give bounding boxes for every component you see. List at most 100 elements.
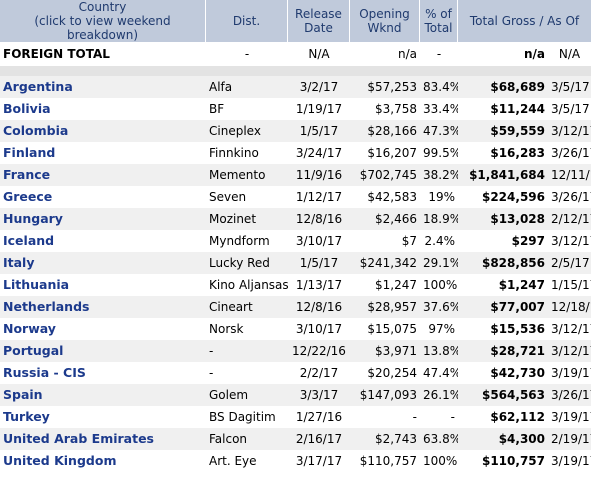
country-link[interactable]: Bolivia xyxy=(0,98,206,120)
table-row: Finland Finnkino 3/24/17 $16,207 99.5% $16,28… xyxy=(0,142,591,164)
country-link[interactable]: Netherlands xyxy=(0,296,206,318)
country-link[interactable]: Argentina xyxy=(0,76,206,98)
total-gross-cell: $297 xyxy=(458,230,548,252)
table-row: Lithuania Kino Aljansas 1/13/17 $1,247 100% $… xyxy=(0,274,591,296)
dist-cell: Cineplex xyxy=(206,120,288,142)
foreign-total-pct: - xyxy=(420,42,458,66)
country-link[interactable]: Portugal xyxy=(0,340,206,362)
opening-weekend-cell: $110,757 xyxy=(350,450,420,472)
as-of-date-cell: 3/26/17 xyxy=(548,186,591,208)
as-of-date-cell: 3/26/17 xyxy=(548,384,591,406)
opening-weekend-cell: $15,075 xyxy=(350,318,420,340)
percent-of-total-cell: 83.4% xyxy=(420,76,458,98)
opening-weekend-cell: $2,466 xyxy=(350,208,420,230)
dist-cell: Seven xyxy=(206,186,288,208)
opening-weekend-cell: $241,342 xyxy=(350,252,420,274)
table-row: Netherlands Cineart 12/8/16 $28,957 37.6% $77… xyxy=(0,296,591,318)
foreign-total-release: N/A xyxy=(288,42,350,66)
dist-cell: Cineart xyxy=(206,296,288,318)
as-of-date-cell: 3/12/17 xyxy=(548,230,591,252)
table-row: United Arab Emirates Falcon 2/16/17 $2,743 6… xyxy=(0,428,591,450)
country-link[interactable]: United Kingdom xyxy=(0,450,206,472)
country-link[interactable]: Greece xyxy=(0,186,206,208)
opening-weekend-cell: $3,971 xyxy=(350,340,420,362)
opening-weekend-cell: - xyxy=(350,406,420,428)
release-date-cell: 12/8/16 xyxy=(288,208,350,230)
as-of-date-cell: 12/11/16 xyxy=(548,164,591,186)
as-of-date-cell: 3/19/17 xyxy=(548,362,591,384)
dist-cell: Mozinet xyxy=(206,208,288,230)
as-of-date-cell: 3/19/17 xyxy=(548,406,591,428)
release-date-cell: 12/8/16 xyxy=(288,296,350,318)
total-gross-column-header[interactable]: Total Gross / As Of xyxy=(458,0,591,42)
total-gross-cell: $828,856 xyxy=(458,252,548,274)
release-date-cell: 3/17/17 xyxy=(288,450,350,472)
total-gross-cell: $68,689 xyxy=(458,76,548,98)
percent-of-total-cell: 33.4% xyxy=(420,98,458,120)
opening-weekend-column-header[interactable]: Opening Wknd xyxy=(350,0,420,42)
dist-cell: BS Dagitim xyxy=(206,406,288,428)
release-date-cell: 2/2/17 xyxy=(288,362,350,384)
as-of-date-cell: 3/12/17 xyxy=(548,318,591,340)
table-row: France Memento 11/9/16 $702,745 38.2% $1,841,… xyxy=(0,164,591,186)
total-gross-cell: $42,730 xyxy=(458,362,548,384)
total-gross-cell: $16,283 xyxy=(458,142,548,164)
dist-cell: Finnkino xyxy=(206,142,288,164)
as-of-date-cell: 1/15/17 xyxy=(548,274,591,296)
separator xyxy=(0,66,591,76)
release-date-column-header[interactable]: Release Date xyxy=(288,0,350,42)
dist-cell: Norsk xyxy=(206,318,288,340)
opening-weekend-cell: $20,254 xyxy=(350,362,420,384)
release-date-cell: 1/5/17 xyxy=(288,120,350,142)
country-link[interactable]: Iceland xyxy=(0,230,206,252)
release-date-cell: 1/12/17 xyxy=(288,186,350,208)
country-link[interactable]: Hungary xyxy=(0,208,206,230)
foreign-total-opening: n/a xyxy=(350,42,420,66)
opening-weekend-cell: $28,166 xyxy=(350,120,420,142)
country-link[interactable]: Russia - CIS xyxy=(0,362,206,384)
country-column-header[interactable]: Country (click to view weekend breakdown… xyxy=(0,0,206,42)
percent-of-total-cell: 18.9% xyxy=(420,208,458,230)
total-gross-cell: $1,247 xyxy=(458,274,548,296)
country-link[interactable]: Norway xyxy=(0,318,206,340)
foreign-total-dist: - xyxy=(206,42,288,66)
release-date-cell: 1/5/17 xyxy=(288,252,350,274)
percent-of-total-cell: 37.6% xyxy=(420,296,458,318)
percent-of-total-column-header[interactable]: % of Total xyxy=(420,0,458,42)
as-of-date-cell: 3/5/17 xyxy=(548,98,591,120)
total-gross-cell: $28,721 xyxy=(458,340,548,362)
total-gross-cell: $11,244 xyxy=(458,98,548,120)
header-row: Country (click to view weekend breakdown… xyxy=(0,0,591,42)
total-gross-cell: $15,536 xyxy=(458,318,548,340)
opening-weekend-cell: $2,743 xyxy=(350,428,420,450)
total-gross-cell: $564,563 xyxy=(458,384,548,406)
release-date-cell: 1/19/17 xyxy=(288,98,350,120)
dist-cell: Falcon xyxy=(206,428,288,450)
dist-cell: Art. Eye xyxy=(206,450,288,472)
table-row: Greece Seven 1/12/17 $42,583 19% $224,596 3/26… xyxy=(0,186,591,208)
opening-weekend-cell: $16,207 xyxy=(350,142,420,164)
percent-of-total-cell: - xyxy=(420,406,458,428)
opening-weekend-cell: $42,583 xyxy=(350,186,420,208)
country-link[interactable]: Lithuania xyxy=(0,274,206,296)
total-gross-cell: $59,559 xyxy=(458,120,548,142)
country-link[interactable]: France xyxy=(0,164,206,186)
release-date-cell: 3/3/17 xyxy=(288,384,350,406)
total-gross-cell: $4,300 xyxy=(458,428,548,450)
country-link[interactable]: Italy xyxy=(0,252,206,274)
dist-cell: Golem xyxy=(206,384,288,406)
dist-column-header[interactable]: Dist. xyxy=(206,0,288,42)
country-link[interactable]: Colombia xyxy=(0,120,206,142)
country-link[interactable]: Turkey xyxy=(0,406,206,428)
table-row: Colombia Cineplex 1/5/17 $28,166 47.3% $59,55… xyxy=(0,120,591,142)
table-row: Italy Lucky Red 1/5/17 $241,342 29.1% $828,85… xyxy=(0,252,591,274)
foreign-total-gross: n/a xyxy=(458,42,548,66)
country-link[interactable]: United Arab Emirates xyxy=(0,428,206,450)
percent-of-total-cell: 99.5% xyxy=(420,142,458,164)
as-of-date-cell: 3/26/17 xyxy=(548,142,591,164)
country-link[interactable]: Finland xyxy=(0,142,206,164)
dist-cell: BF xyxy=(206,98,288,120)
percent-of-total-cell: 97% xyxy=(420,318,458,340)
country-link[interactable]: Spain xyxy=(0,384,206,406)
